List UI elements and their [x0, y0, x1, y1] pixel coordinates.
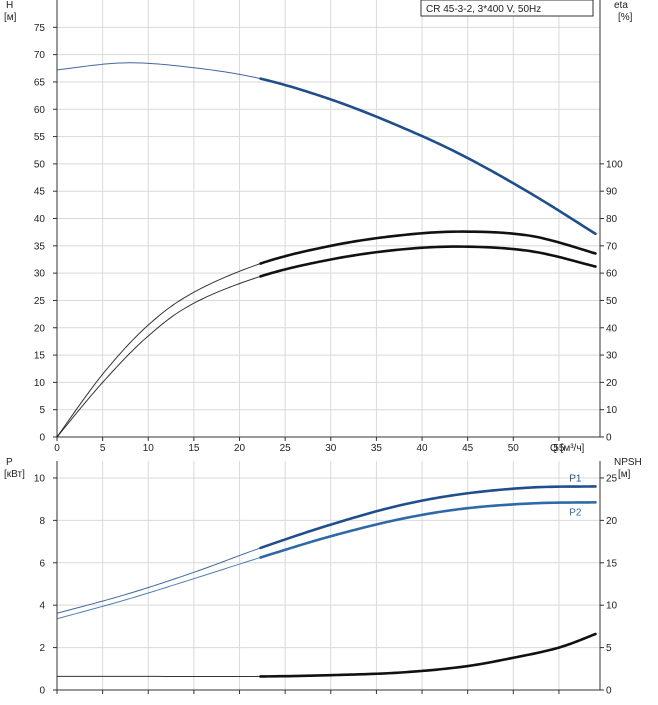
left-tick-label: 70 — [34, 50, 46, 61]
x-axis-label: Q [м³/ч] — [550, 443, 585, 454]
right-tick-label: 100 — [606, 159, 623, 170]
left-tick-label: 65 — [34, 77, 46, 88]
series-line-thin — [57, 557, 261, 618]
series-line — [261, 79, 596, 234]
x-tick-label: 15 — [188, 443, 200, 454]
right-axis-unit: [м] — [618, 469, 631, 480]
right-axis-label: eta — [614, 0, 628, 11]
right-tick-label: 60 — [606, 269, 618, 280]
right-tick-label: 5 — [606, 643, 612, 654]
left-tick-label: 6 — [39, 558, 45, 569]
series-line-thin — [57, 63, 261, 79]
series-label: P2 — [569, 507, 582, 518]
x-tick-label: 25 — [280, 443, 292, 454]
right-tick-label: 15 — [606, 558, 618, 569]
series-line-thin — [57, 264, 261, 437]
left-tick-label: 8 — [39, 516, 45, 527]
right-tick-label: 90 — [606, 187, 618, 198]
series-line — [261, 486, 596, 548]
x-tick-label: 50 — [508, 443, 520, 454]
left-tick-label: 10 — [34, 378, 46, 389]
left-tick-label: 60 — [34, 105, 46, 116]
left-tick-label: 2 — [39, 643, 45, 654]
right-tick-label: 40 — [606, 323, 618, 334]
left-tick-label: 5 — [39, 405, 45, 416]
left-tick-label: 35 — [34, 241, 46, 252]
x-tick-label: 45 — [462, 443, 474, 454]
x-tick-label: 40 — [416, 443, 428, 454]
x-tick-label: 30 — [325, 443, 337, 454]
left-tick-label: 25 — [34, 296, 46, 307]
series-line-thin — [57, 548, 261, 613]
x-tick-label: 20 — [234, 443, 246, 454]
right-tick-label: 20 — [606, 516, 618, 527]
series-label: P1 — [569, 473, 582, 484]
left-tick-label: 4 — [39, 601, 45, 612]
left-axis-unit: [кВт] — [4, 469, 25, 480]
left-tick-label: 50 — [34, 159, 46, 170]
right-axis-unit: [%] — [618, 12, 633, 23]
left-tick-label: 10 — [34, 473, 46, 484]
left-tick-label: 40 — [34, 214, 46, 225]
right-tick-label: 10 — [606, 601, 618, 612]
left-tick-label: 45 — [34, 187, 46, 198]
x-tick-label: 10 — [143, 443, 155, 454]
chart-title: CR 45-3-2, 3*400 V, 50Hz — [426, 4, 541, 15]
right-tick-label: 20 — [606, 378, 618, 389]
right-tick-label: 80 — [606, 214, 618, 225]
left-axis-label: P — [6, 457, 13, 468]
right-axis-label: NPSH — [614, 457, 642, 468]
right-tick-label: 50 — [606, 296, 618, 307]
left-tick-label: 0 — [39, 686, 45, 697]
right-tick-label: 10 — [606, 405, 618, 416]
left-axis-label: H — [6, 0, 13, 11]
left-tick-label: 55 — [34, 132, 46, 143]
left-tick-label: 75 — [34, 23, 46, 34]
right-tick-label: 0 — [606, 686, 612, 697]
right-tick-label: 0 — [606, 433, 612, 444]
right-tick-label: 30 — [606, 351, 618, 362]
left-tick-label: 0 — [39, 433, 45, 444]
left-tick-label: 15 — [34, 351, 46, 362]
left-axis-unit: [м] — [4, 12, 17, 23]
x-tick-label: 5 — [100, 443, 106, 454]
x-tick-label: 0 — [54, 443, 60, 454]
x-tick-label: 35 — [371, 443, 383, 454]
right-tick-label: 70 — [606, 241, 618, 252]
left-tick-label: 30 — [34, 269, 46, 280]
right-tick-label: 25 — [606, 473, 618, 484]
left-tick-label: 20 — [34, 323, 46, 334]
series-line — [261, 634, 596, 676]
